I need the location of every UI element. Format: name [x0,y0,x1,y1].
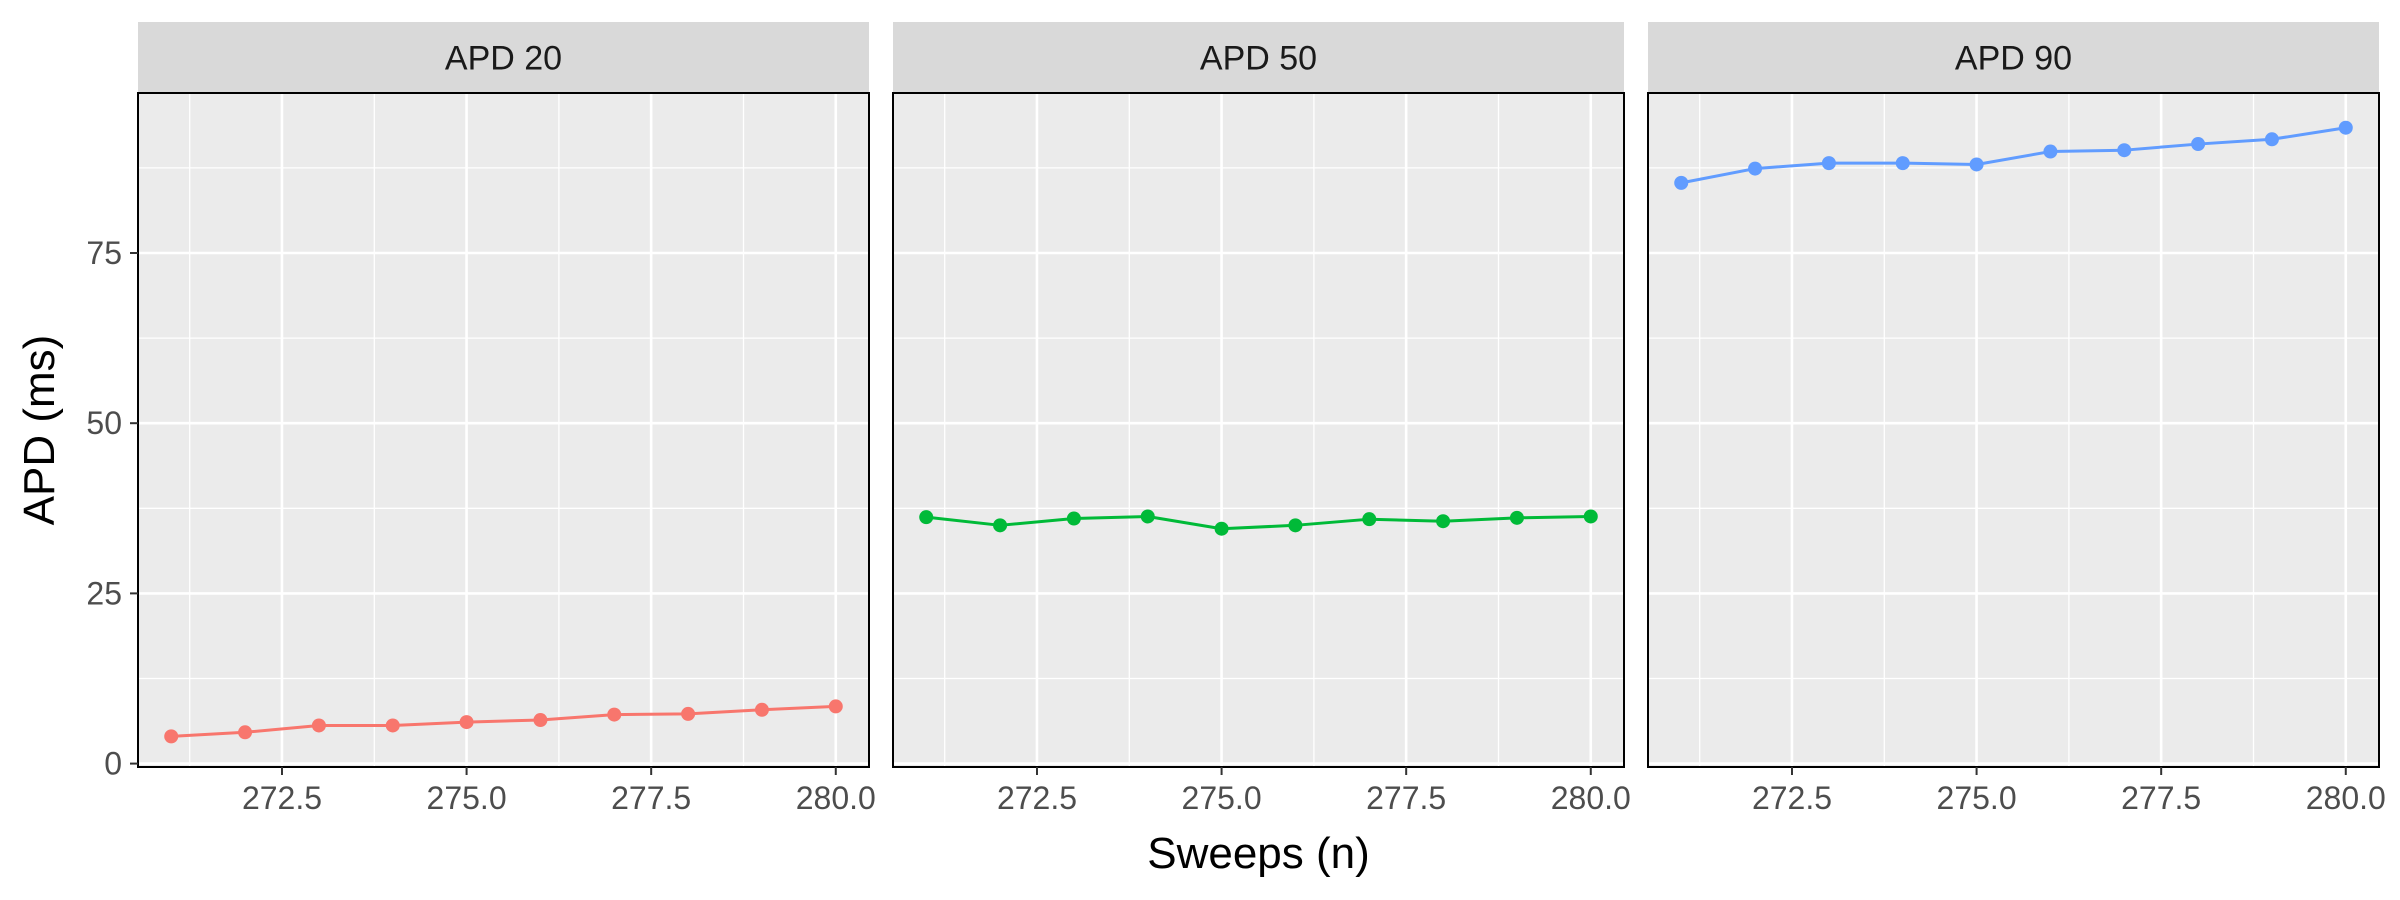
facet-strip-label: APD 20 [445,40,562,78]
data-point [533,713,548,728]
series-line [171,704,836,738]
panel-background [1648,93,2379,767]
panel-background [893,93,1624,767]
data-point [1436,514,1451,529]
data-point [311,718,326,733]
x-tick-label: 272.5 [242,780,322,816]
facet-strip [1648,22,2379,93]
data-point [1583,509,1598,524]
data-point [681,706,696,721]
x-tick-label: 275.0 [1182,780,1262,816]
panel-1: APD 20 272.5 275.0 277.5 280.0 [137,22,876,816]
data-point [1362,512,1377,527]
data-point [1748,161,1763,176]
chart-panels: APD 20 272.5 275.0 277.5 280.0 APD 50 272.5 275… [137,22,2386,816]
data-point [459,715,474,730]
data-point [164,729,179,744]
data-point [2191,137,2206,152]
data-point [385,718,400,733]
data-point [1140,509,1155,524]
x-tick-label: 280.0 [796,780,876,816]
facet-strip [138,22,869,93]
data-point [919,510,934,525]
data-point [1066,511,1081,526]
x-tick-label: 277.5 [2121,780,2201,816]
y-tick-label: 0 [104,746,122,782]
data-point [238,725,253,740]
panel-border [1647,92,2380,768]
data-point [1674,175,1689,190]
panel-border [892,92,1625,768]
panel-background [138,93,869,767]
x-tick-label: 275.0 [1937,780,2017,816]
data-point [1288,518,1303,533]
facet-strip [893,22,1624,93]
x-tick-label: 280.0 [1551,780,1631,816]
x-tick-label: 272.5 [997,780,1077,816]
data-point [2338,120,2353,135]
y-axis-title: APD (ms) [15,335,64,526]
data-point [1821,156,1836,171]
data-point [1214,521,1229,536]
y-tick-label: 25 [86,575,122,611]
data-point [2043,144,2058,159]
data-point [1895,156,1910,171]
data-point [754,702,769,717]
data-point [607,707,622,722]
panel-border [137,92,870,768]
data-point [993,518,1008,533]
data-point [2117,143,2132,158]
facet-strip-label: APD 50 [1200,40,1317,78]
panel-3: APD 90 272.5 275.0 277.5 280.0 [1647,22,2386,816]
data-point [1509,510,1524,525]
x-tick-label: 272.5 [1752,780,1832,816]
x-tick-label: 277.5 [611,780,691,816]
data-point [1969,157,1984,172]
series-line [926,514,1591,531]
y-tick-label: 75 [86,235,122,271]
x-axis-title: Sweeps (n) [1147,829,1370,878]
data-point [828,699,843,714]
x-tick-label: 280.0 [2306,780,2386,816]
x-tick-label: 275.0 [427,780,507,816]
y-tick-label: 50 [86,405,122,441]
panel-2: APD 50 272.5 275.0 277.5 280.0 [892,22,1631,816]
x-tick-label: 277.5 [1366,780,1446,816]
series-line [1680,126,2347,185]
data-point [2264,132,2279,147]
y-axis: 0 25 50 75 [86,235,138,782]
facet-strip-label: APD 90 [1955,40,2072,78]
